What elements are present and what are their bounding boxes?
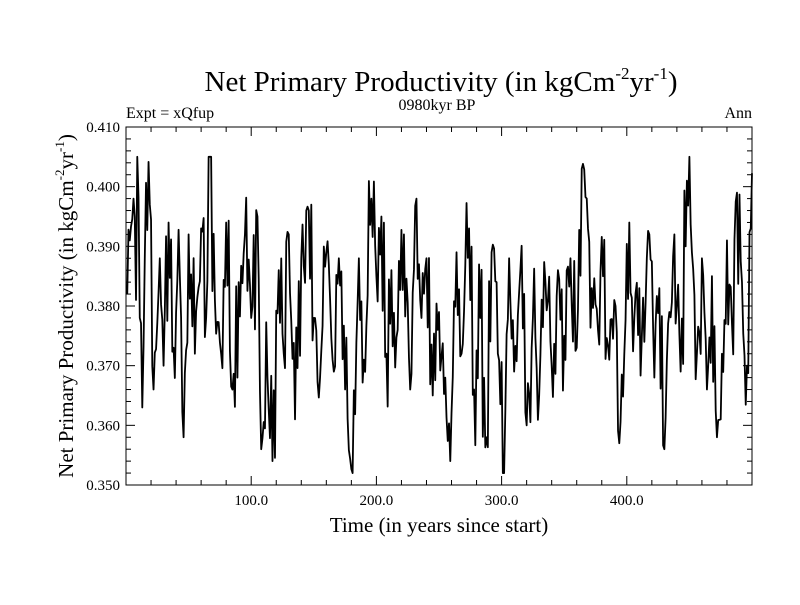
y-tick-label-5: 0.400 [86,180,120,196]
chart-title: Net Primary Productivity (in kgCm-2yr-1) [205,64,678,98]
x-tick-label-2: 300.0 [485,493,519,509]
chart-title-mid: yr [629,66,654,98]
npp-series-line [126,155,753,474]
chart-title-end: ) [668,66,678,98]
y-tick-label-6: 0.410 [86,120,120,136]
y-tick-label-0: 0.350 [86,478,120,494]
chart-title-sup2: -1 [654,64,668,83]
x-tick-label-0: 100.0 [234,493,268,509]
x-axis-label: Time (in years since start) [330,513,549,537]
y-axis-label-mid: yr [54,152,78,170]
y-tick-label-2: 0.370 [86,359,120,375]
y-tick-label-1: 0.360 [86,418,120,434]
subtitle-experiment: Expt = xQfup [126,105,214,122]
y-axis-label-sup2: -1 [52,141,67,152]
y-axis-label-sup1: -2 [52,170,67,181]
subtitle-season: Ann [724,105,752,122]
y-tick-label-3: 0.380 [86,299,120,315]
y-axis-label: Net Primary Productivity (in kgCm-2yr-1) [52,134,78,478]
subtitle-period: 0980kyr BP [399,97,476,114]
y-axis-label-main: Net Primary Productivity (in kgCm [54,180,78,477]
y-axis-ticks: 0.350 0.360 0.370 0.380 0.390 0.400 0.410 [86,120,752,494]
chart-title-sup1: -2 [615,64,629,83]
y-axis-label-end: ) [54,134,78,141]
x-axis-ticks: 100.0 200.0 300.0 400.0 [150,127,728,509]
chart-title-main: Net Primary Productivity (in kgCm [205,66,616,98]
x-tick-label-3: 400.0 [610,493,644,509]
y-tick-label-4: 0.390 [86,239,120,255]
x-tick-label-1: 200.0 [360,493,394,509]
